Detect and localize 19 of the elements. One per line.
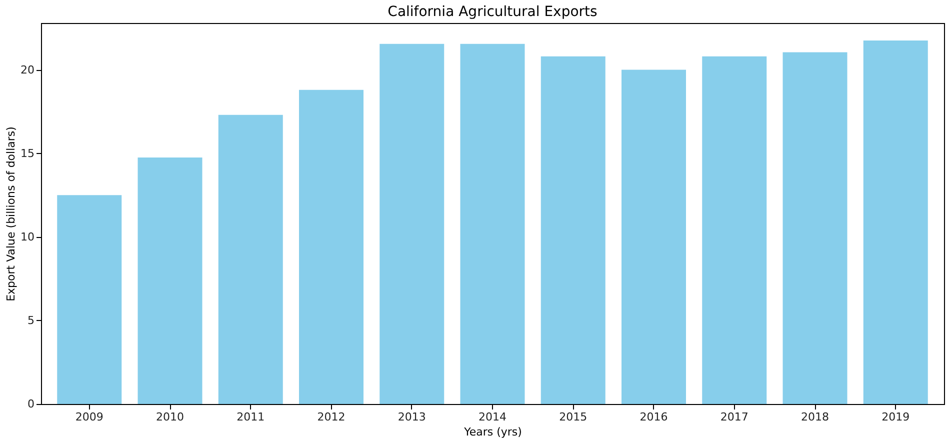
y-tick-label: 5	[28, 314, 34, 327]
x-tick-label: 2016	[640, 410, 668, 424]
x-tick-label: 2013	[398, 410, 426, 424]
y-axis-title: Export Value (billions of dollars)	[4, 126, 18, 302]
x-tick-label: 2014	[478, 410, 506, 424]
x-tick-label: 2010	[156, 410, 184, 424]
y-tick-label: 10	[20, 230, 34, 244]
y-tick-label: 15	[20, 146, 34, 160]
y-tick-label: 0	[28, 398, 34, 410]
x-tick-label: 2018	[801, 410, 829, 424]
x-tick-label: 2012	[317, 410, 346, 424]
x-tick-label: 2019	[882, 410, 910, 424]
x-axis-title: Years (yrs)	[463, 426, 522, 438]
x-tick-label: 2011	[236, 410, 265, 424]
chart-title: California Agricultural Exports	[388, 4, 598, 20]
y-tick-label: 20	[20, 63, 34, 76]
x-tick-label: 2017	[720, 410, 748, 424]
x-tick-label: 2009	[75, 410, 104, 424]
x-tick-label: 2015	[559, 410, 588, 424]
